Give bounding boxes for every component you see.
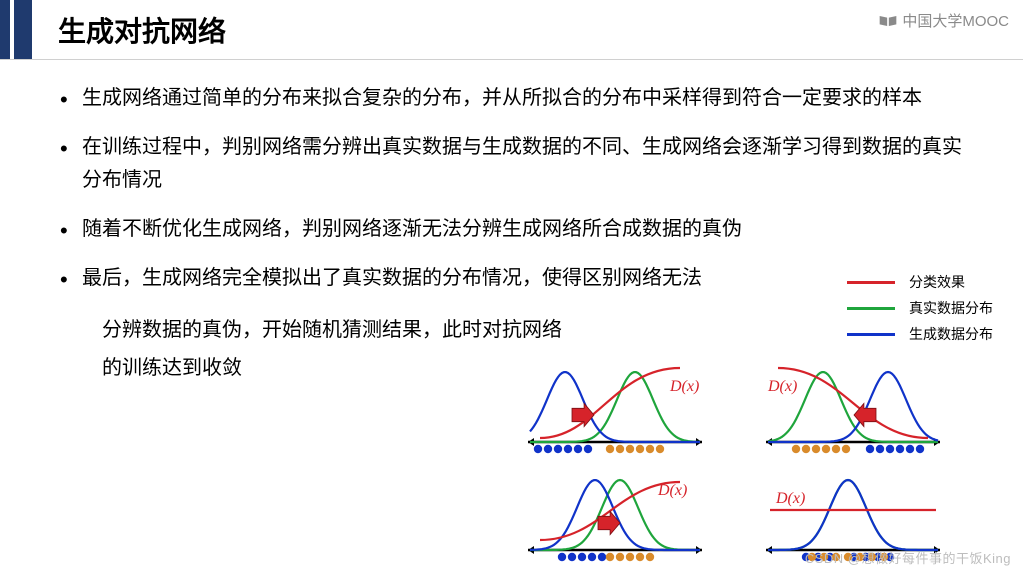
- panel-svg: [510, 360, 720, 460]
- diagram-panel: D(x): [510, 468, 720, 568]
- bullet-item: 在训练过程中，判别网络需分辨出真实数据与生成数据的不同、生成网络会逐渐学习得到数…: [60, 131, 973, 197]
- watermark-text: CSDN @想做好每件事的干饭King: [805, 548, 1011, 567]
- legend-item: 生成数据分布: [847, 324, 993, 344]
- bullet-item: 最后，生成网络完全模拟出了真实数据的分布情况，使得区别网络无法: [60, 262, 973, 295]
- dx-label: D(x): [776, 490, 805, 508]
- header-accent-bars: [0, 0, 40, 59]
- dx-label: D(x): [768, 378, 797, 396]
- legend-swatch: [847, 281, 895, 284]
- legend-swatch: [847, 307, 895, 310]
- slide-header: 生成对抗网络 中国大学MOOC: [0, 0, 1023, 60]
- legend-label: 分类效果: [909, 272, 965, 292]
- panel-svg: [510, 468, 720, 568]
- legend-item: 真实数据分布: [847, 298, 993, 318]
- legend-label: 生成数据分布: [909, 324, 993, 344]
- mooc-logo-text: 中国大学MOOC: [902, 10, 1009, 31]
- diagram-panel: D(x): [510, 360, 720, 460]
- bullet-item: 生成网络通过简单的分布来拟合复杂的分布，并从所拟合的分布中采样得到符合一定要求的…: [60, 82, 973, 115]
- dx-label: D(x): [658, 482, 687, 500]
- bullet-item: 随着不断优化生成网络，判别网络逐渐无法分辨生成网络所合成数据的真伪: [60, 213, 973, 246]
- legend-item: 分类效果: [847, 272, 993, 292]
- bullet-list: 生成网络通过简单的分布来拟合复杂的分布，并从所拟合的分布中采样得到符合一定要求的…: [60, 82, 973, 295]
- gan-diagram-grid: D(x) D(x) D(x) D(x): [510, 360, 958, 568]
- continuation-line: 分辨数据的真伪，开始随机猜测结果，此时对抗网络: [60, 311, 973, 349]
- legend-label: 真实数据分布: [909, 298, 993, 318]
- chart-legend: 分类效果 真实数据分布 生成数据分布: [847, 272, 993, 350]
- diagram-panel: D(x): [748, 360, 958, 460]
- dx-label: D(x): [670, 378, 699, 396]
- legend-swatch: [847, 333, 895, 336]
- book-icon: [878, 14, 898, 28]
- panel-svg: [748, 360, 958, 460]
- mooc-logo: 中国大学MOOC: [878, 10, 1009, 31]
- slide-title: 生成对抗网络: [58, 10, 226, 50]
